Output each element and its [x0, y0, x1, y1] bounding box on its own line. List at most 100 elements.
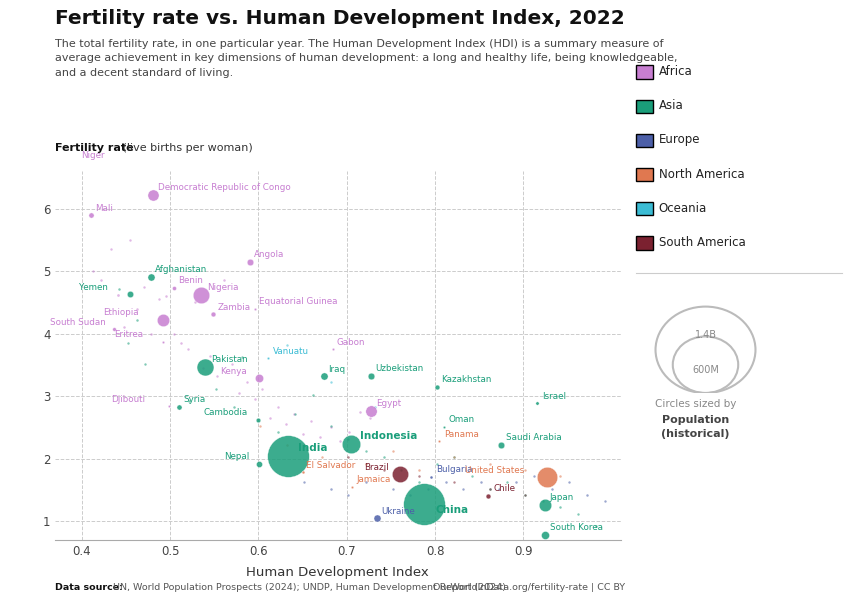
- Text: China: China: [435, 505, 468, 515]
- Point: [589, 521, 603, 531]
- Point: [279, 419, 292, 429]
- Point: [248, 394, 262, 404]
- Point: [261, 353, 275, 363]
- Text: Circles sized by: Circles sized by: [654, 399, 736, 409]
- Text: India: India: [298, 443, 327, 453]
- Text: South Sudan: South Sudan: [50, 318, 105, 327]
- Text: Europe: Europe: [659, 133, 700, 146]
- Point: [541, 473, 554, 482]
- Point: [365, 406, 378, 415]
- Point: [280, 451, 294, 460]
- Point: [296, 429, 309, 439]
- Point: [481, 491, 495, 500]
- Point: [130, 315, 144, 325]
- Text: OurWorldInData.org/fertility-rate | CC BY: OurWorldInData.org/fertility-rate | CC B…: [433, 583, 625, 592]
- Point: [527, 472, 541, 481]
- Point: [545, 484, 558, 494]
- Point: [377, 452, 391, 462]
- Text: Yemen: Yemen: [79, 283, 108, 292]
- Point: [425, 472, 439, 482]
- Point: [495, 440, 508, 450]
- Point: [94, 275, 108, 285]
- Point: [448, 478, 462, 487]
- Point: [530, 398, 543, 408]
- Point: [203, 350, 217, 360]
- Text: Afghanistan: Afghanistan: [155, 265, 207, 274]
- Point: [255, 384, 269, 394]
- Text: Africa: Africa: [659, 65, 693, 78]
- Text: Indonesia: Indonesia: [360, 431, 417, 441]
- Point: [156, 315, 170, 325]
- Point: [360, 478, 373, 487]
- Point: [144, 329, 157, 338]
- Point: [271, 403, 285, 412]
- Point: [297, 467, 310, 477]
- Text: UN, World Population Prospects (2024); UNDP, Human Development Report (2024): UN, World Population Prospects (2024); U…: [113, 583, 506, 592]
- Point: [483, 484, 496, 494]
- Point: [317, 371, 331, 381]
- Text: Pakistan: Pakistan: [212, 355, 248, 364]
- Point: [448, 452, 462, 462]
- Point: [298, 440, 311, 450]
- Text: Oman: Oman: [448, 415, 474, 424]
- Text: Chile: Chile: [493, 484, 515, 493]
- Point: [104, 244, 117, 254]
- Text: 1.4B: 1.4B: [694, 329, 717, 340]
- Point: [111, 290, 125, 299]
- Point: [430, 459, 444, 469]
- Point: [342, 434, 355, 443]
- Point: [315, 452, 329, 462]
- Point: [196, 363, 210, 373]
- Text: Brazil: Brazil: [365, 463, 389, 472]
- X-axis label: Human Development Index: Human Development Index: [246, 566, 429, 579]
- Point: [518, 490, 532, 500]
- Point: [412, 465, 426, 475]
- Point: [563, 478, 576, 487]
- Point: [412, 478, 426, 487]
- Point: [107, 325, 121, 334]
- Text: Japan: Japan: [550, 493, 574, 502]
- Point: [421, 484, 434, 494]
- Point: [404, 490, 417, 500]
- Point: [345, 482, 359, 491]
- Point: [209, 384, 223, 394]
- Text: Panama: Panama: [444, 430, 479, 439]
- Text: Mali: Mali: [95, 204, 113, 213]
- Text: (historical): (historical): [661, 429, 729, 439]
- Point: [174, 338, 188, 348]
- Point: [232, 388, 246, 398]
- Text: Gabon: Gabon: [337, 338, 366, 347]
- Point: [159, 291, 173, 301]
- Point: [324, 377, 337, 387]
- Point: [581, 490, 594, 500]
- Text: Fertility rate vs. Human Development Index, 2022: Fertility rate vs. Human Development Ind…: [55, 9, 625, 28]
- Point: [360, 446, 373, 456]
- Point: [235, 353, 249, 362]
- Text: Our World
in Data: Our World in Data: [730, 12, 796, 42]
- Point: [492, 484, 506, 494]
- Point: [172, 402, 185, 412]
- Point: [536, 496, 550, 506]
- Text: Angola: Angola: [254, 250, 285, 259]
- Point: [353, 407, 366, 416]
- Point: [112, 284, 126, 293]
- Point: [377, 465, 391, 475]
- Point: [252, 459, 266, 469]
- Point: [152, 295, 166, 304]
- Text: El Salvador: El Salvador: [306, 461, 355, 470]
- Text: Nepal: Nepal: [224, 452, 249, 461]
- Point: [194, 290, 207, 299]
- Text: Ukraine: Ukraine: [381, 506, 415, 515]
- Point: [326, 344, 339, 354]
- Text: Eritrea: Eritrea: [115, 330, 144, 339]
- Point: [131, 304, 145, 313]
- Text: Kenya: Kenya: [220, 367, 247, 376]
- Point: [394, 465, 408, 475]
- Point: [240, 377, 253, 387]
- Point: [448, 452, 462, 462]
- Text: Fertility rate: Fertility rate: [55, 143, 133, 153]
- Text: Democratic Republic of Congo: Democratic Republic of Congo: [158, 183, 291, 192]
- Point: [386, 446, 400, 456]
- Point: [342, 452, 355, 462]
- Point: [167, 329, 181, 338]
